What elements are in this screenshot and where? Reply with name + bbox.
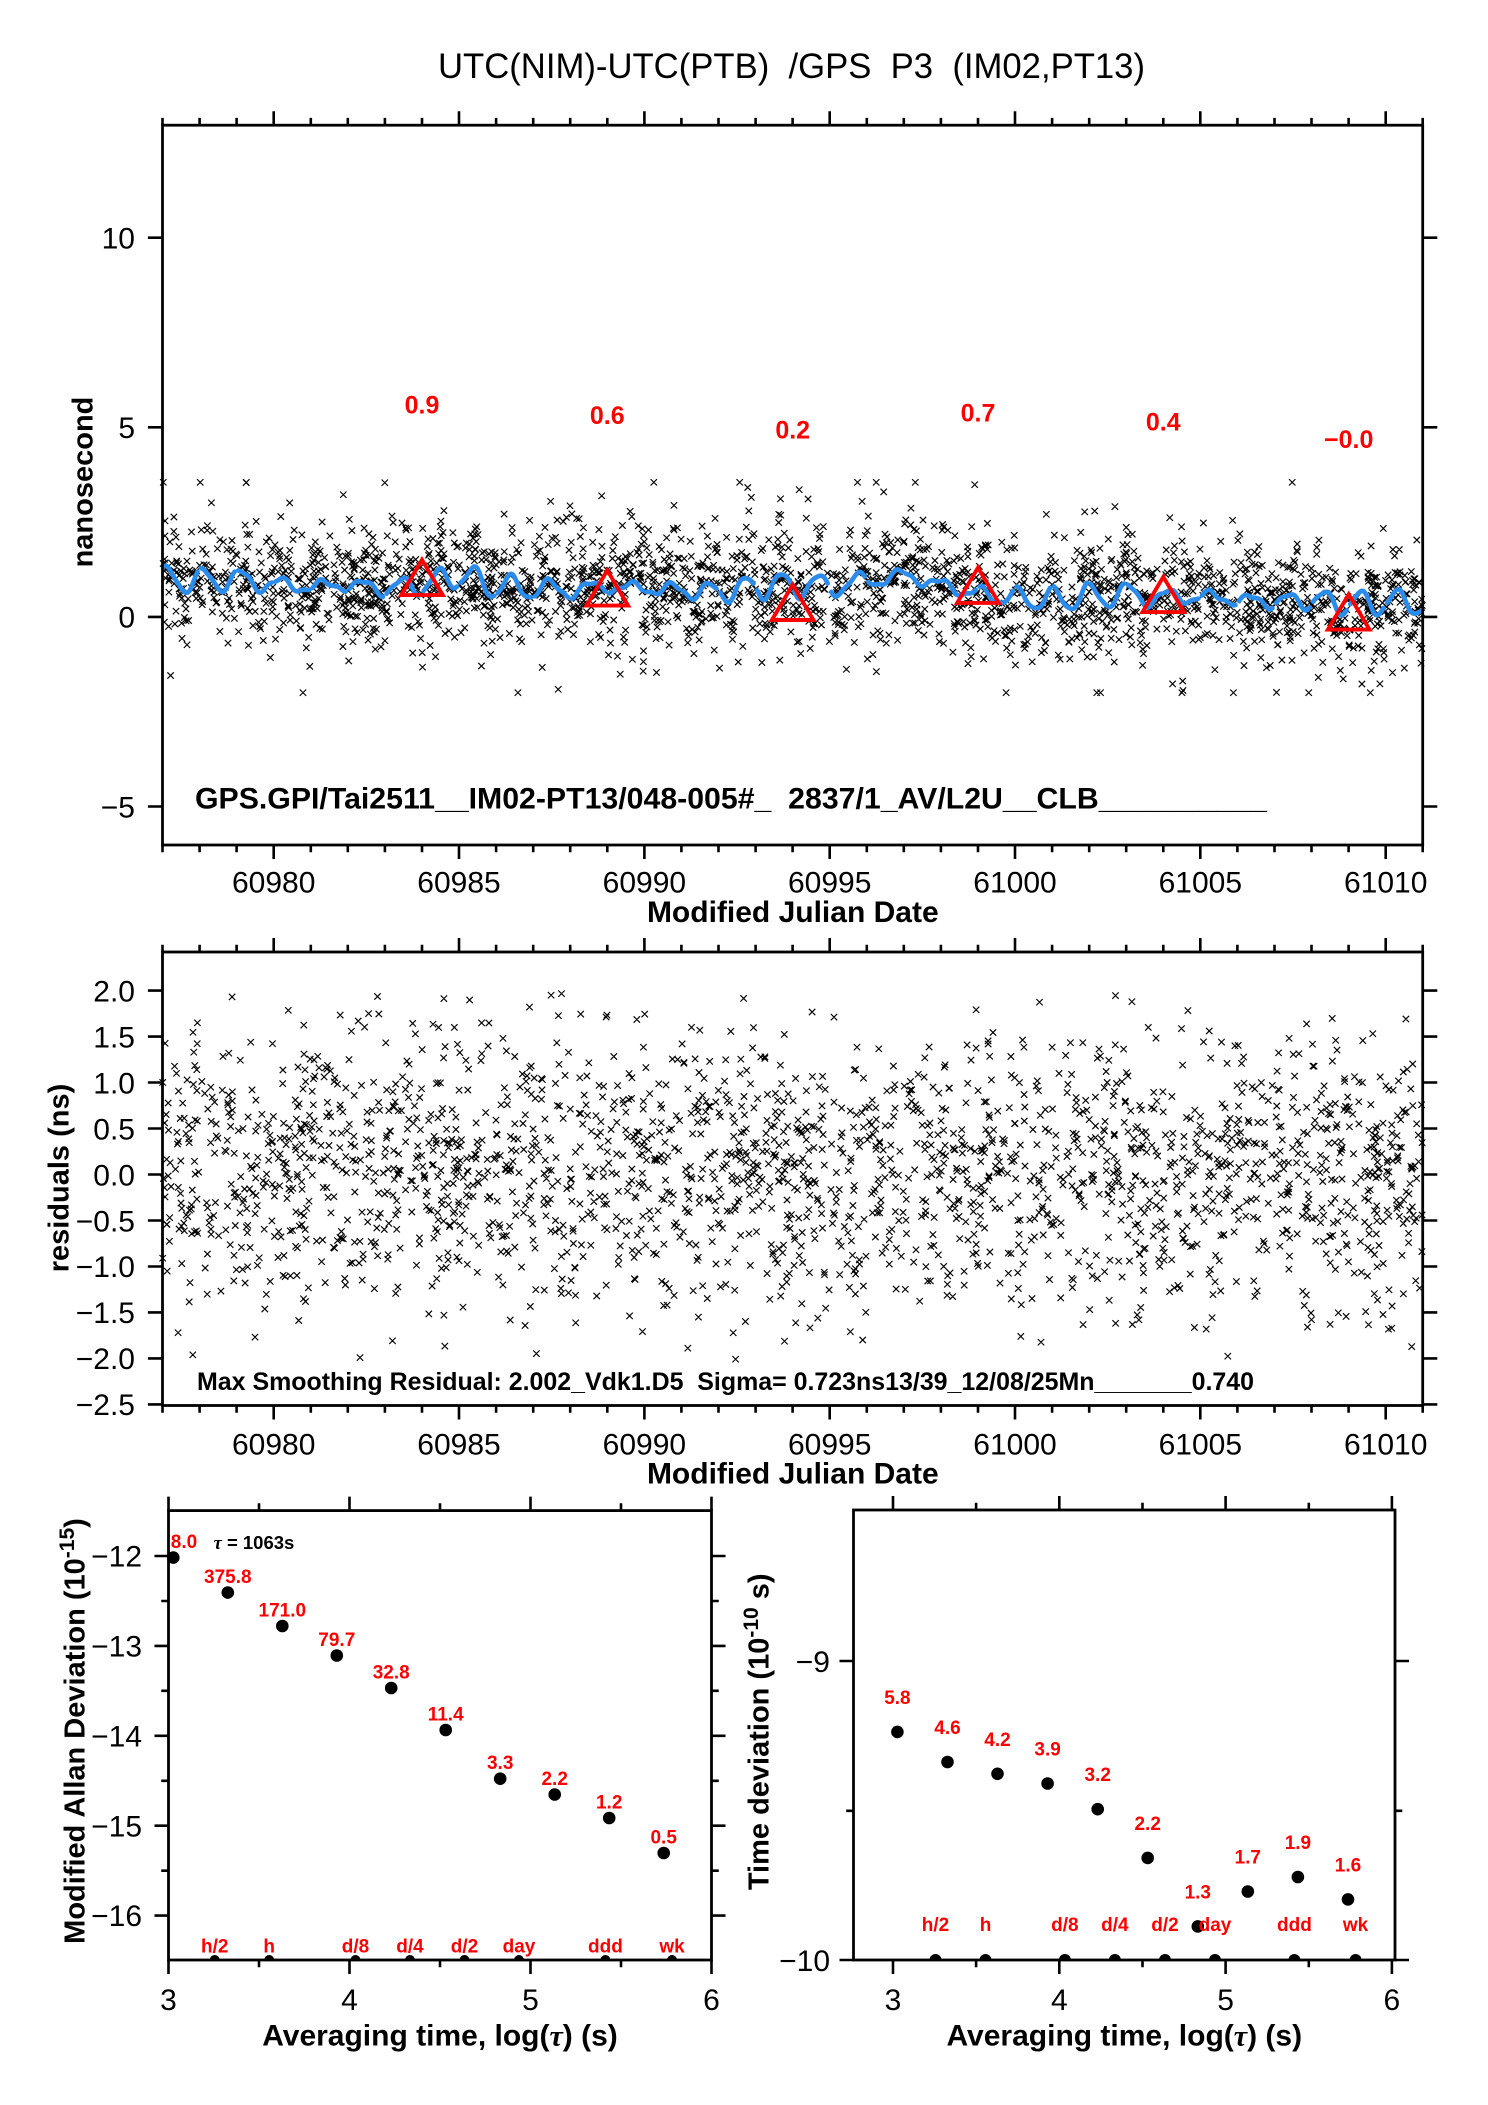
svg-text:−2.5: −2.5 — [76, 1389, 135, 1422]
svg-text:1.7: 1.7 — [1235, 1848, 1261, 1869]
svg-text:3.3: 3.3 — [487, 1753, 513, 1774]
svg-text:4: 4 — [341, 1984, 358, 2017]
svg-text:−0.0: −0.0 — [1324, 426, 1373, 454]
svg-text:4.6: 4.6 — [934, 1718, 960, 1739]
svg-text:5: 5 — [1217, 1984, 1234, 2017]
svg-text:0.2: 0.2 — [775, 416, 810, 444]
svg-text:wk: wk — [658, 1937, 685, 1958]
svg-text:Modified Julian Date: Modified Julian Date — [647, 1457, 939, 1490]
svg-text:h: h — [980, 1915, 992, 1936]
svg-text:5: 5 — [522, 1984, 539, 2017]
svg-text:4.2: 4.2 — [984, 1730, 1010, 1751]
svg-text:d/4: d/4 — [396, 1937, 424, 1958]
svg-text:79.7: 79.7 — [318, 1630, 355, 1651]
svg-text:d/8: d/8 — [342, 1937, 369, 1958]
svg-text:10: 10 — [102, 223, 135, 256]
svg-text:−16: −16 — [91, 1900, 142, 1933]
svg-text:ddd: ddd — [588, 1937, 623, 1958]
svg-text:61005: 61005 — [1159, 867, 1242, 900]
svg-text:5: 5 — [118, 412, 135, 445]
svg-text:−9: −9 — [796, 1646, 830, 1679]
svg-text:GPS.GPI/Tai2511__IM02-PT13/048: GPS.GPI/Tai2511__IM02-PT13/048-005#_ 283… — [195, 783, 1267, 816]
svg-text:−1.0: −1.0 — [76, 1251, 135, 1284]
svg-text:UTC(NIM)-UTC(PTB) /GPS P3 (: UTC(NIM)-UTC(PTB) /GPS P3 (IM02,PT13) — [438, 47, 1145, 86]
svg-text:0.6: 0.6 — [590, 402, 625, 430]
svg-text:60995: 60995 — [788, 867, 871, 900]
svg-text:1.0: 1.0 — [93, 1067, 135, 1100]
svg-text:−10: −10 — [779, 1945, 830, 1978]
svg-text:1.5: 1.5 — [93, 1021, 135, 1054]
svg-text:h/2: h/2 — [922, 1915, 949, 1936]
svg-text:3.9: 3.9 — [1034, 1740, 1060, 1761]
svg-text:0.4: 0.4 — [1146, 409, 1181, 437]
svg-text:day: day — [1199, 1915, 1232, 1936]
svg-text:60980: 60980 — [232, 867, 315, 900]
svg-text:4: 4 — [1051, 1984, 1068, 2017]
svg-text:−15: −15 — [91, 1810, 142, 1843]
svg-text:τ = 1063s: τ = 1063s — [214, 1532, 295, 1554]
svg-text:60990: 60990 — [603, 867, 686, 900]
svg-text:Averaging time, log(τ) (s): Averaging time, log(τ) (s) — [947, 2020, 1303, 2053]
svg-text:−0.5: −0.5 — [76, 1205, 135, 1238]
svg-text:60985: 60985 — [417, 1429, 500, 1462]
svg-text:60990: 60990 — [603, 1429, 686, 1462]
svg-text:0.5: 0.5 — [650, 1828, 677, 1849]
svg-text:Modified Julian Date: Modified Julian Date — [647, 896, 939, 929]
svg-text:1.6: 1.6 — [1335, 1855, 1361, 1876]
svg-text:1.2: 1.2 — [596, 1793, 622, 1814]
svg-text:171.0: 171.0 — [259, 1601, 307, 1622]
svg-text:−2.0: −2.0 — [76, 1343, 135, 1376]
svg-text:0: 0 — [118, 602, 135, 635]
svg-text:61010: 61010 — [1344, 867, 1427, 900]
svg-text:61000: 61000 — [973, 1429, 1056, 1462]
svg-text:2.0: 2.0 — [93, 975, 135, 1008]
svg-text:60980: 60980 — [232, 1429, 315, 1462]
svg-text:residuals (ns): residuals (ns) — [44, 1084, 76, 1273]
svg-text:3.2: 3.2 — [1084, 1765, 1110, 1786]
svg-text:2.2: 2.2 — [541, 1769, 567, 1790]
svg-text:h: h — [263, 1937, 275, 1958]
svg-text:61005: 61005 — [1159, 1429, 1242, 1462]
svg-text:−13: −13 — [91, 1631, 142, 1664]
svg-text:Max Smoothing Residual: 2.002_: Max Smoothing Residual: 2.002_Vdk1.D5 Si… — [197, 1368, 1254, 1396]
svg-text:2.2: 2.2 — [1134, 1814, 1160, 1835]
svg-text:32.8: 32.8 — [373, 1663, 410, 1684]
svg-text:0.0: 0.0 — [93, 1159, 135, 1192]
svg-text:3: 3 — [160, 1984, 177, 2017]
svg-text:Modified Allan Deviation (10-1: Modified Allan Deviation (10-15) — [56, 1518, 92, 1944]
svg-text:h/2: h/2 — [201, 1937, 228, 1958]
svg-text:1.9: 1.9 — [1285, 1833, 1311, 1854]
svg-text:0.9: 0.9 — [405, 392, 440, 420]
svg-text:11.4: 11.4 — [428, 1705, 464, 1726]
svg-text:d/2: d/2 — [1151, 1915, 1178, 1936]
svg-text:Averaging time, log(τ) (s): Averaging time, log(τ) (s) — [262, 2020, 618, 2053]
svg-text:d/4: d/4 — [1101, 1915, 1129, 1936]
svg-text:8.0: 8.0 — [171, 1532, 197, 1553]
svg-text:375.8: 375.8 — [204, 1567, 252, 1588]
svg-text:3: 3 — [885, 1984, 902, 2017]
svg-text:d/2: d/2 — [451, 1937, 478, 1958]
svg-text:61010: 61010 — [1344, 1429, 1427, 1462]
svg-text:60985: 60985 — [417, 867, 500, 900]
svg-text:5.8: 5.8 — [884, 1688, 910, 1709]
svg-text:0.7: 0.7 — [961, 399, 996, 427]
svg-text:d/8: d/8 — [1051, 1915, 1078, 1936]
svg-text:nanosecond: nanosecond — [68, 397, 100, 568]
svg-text:−5: −5 — [101, 791, 135, 824]
svg-text:61000: 61000 — [973, 867, 1056, 900]
svg-text:1.3: 1.3 — [1185, 1882, 1211, 1903]
svg-text:60995: 60995 — [788, 1429, 871, 1462]
svg-text:6: 6 — [1384, 1984, 1401, 2017]
svg-text:−12: −12 — [91, 1541, 142, 1574]
svg-text:ddd: ddd — [1277, 1915, 1312, 1936]
svg-text:0.5: 0.5 — [93, 1113, 135, 1146]
svg-text:day: day — [503, 1937, 536, 1958]
svg-text:wk: wk — [1342, 1915, 1369, 1936]
svg-text:−1.5: −1.5 — [76, 1297, 135, 1330]
svg-text:−14: −14 — [91, 1720, 142, 1753]
svg-text:6: 6 — [703, 1984, 720, 2017]
